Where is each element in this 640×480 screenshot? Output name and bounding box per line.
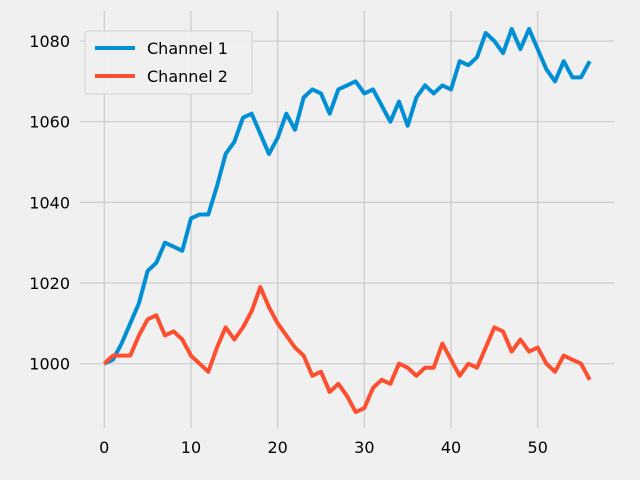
x-tick-label: 20 bbox=[267, 438, 287, 457]
y-tick-label: 1020 bbox=[29, 274, 70, 293]
x-tick-label: 40 bbox=[441, 438, 461, 457]
series-line-channel-1 bbox=[103, 26, 592, 366]
y-tick-label: 1080 bbox=[29, 32, 70, 51]
y-tick-label: 1000 bbox=[29, 355, 70, 374]
series-lines bbox=[102, 26, 592, 415]
x-tick-label: 0 bbox=[99, 438, 109, 457]
legend: Channel 1 Channel 2 bbox=[84, 30, 253, 95]
y-tick-label: 1060 bbox=[29, 113, 70, 132]
x-tick-label: 50 bbox=[528, 438, 548, 457]
x-tick-label: 30 bbox=[354, 438, 374, 457]
series-line-channel-2 bbox=[102, 285, 592, 415]
y-tick-label: 1040 bbox=[29, 193, 70, 212]
legend-label-channel-2: Channel 2 bbox=[147, 67, 228, 86]
x-tick-label: 10 bbox=[181, 438, 201, 457]
legend-label-channel-1: Channel 1 bbox=[147, 39, 228, 58]
